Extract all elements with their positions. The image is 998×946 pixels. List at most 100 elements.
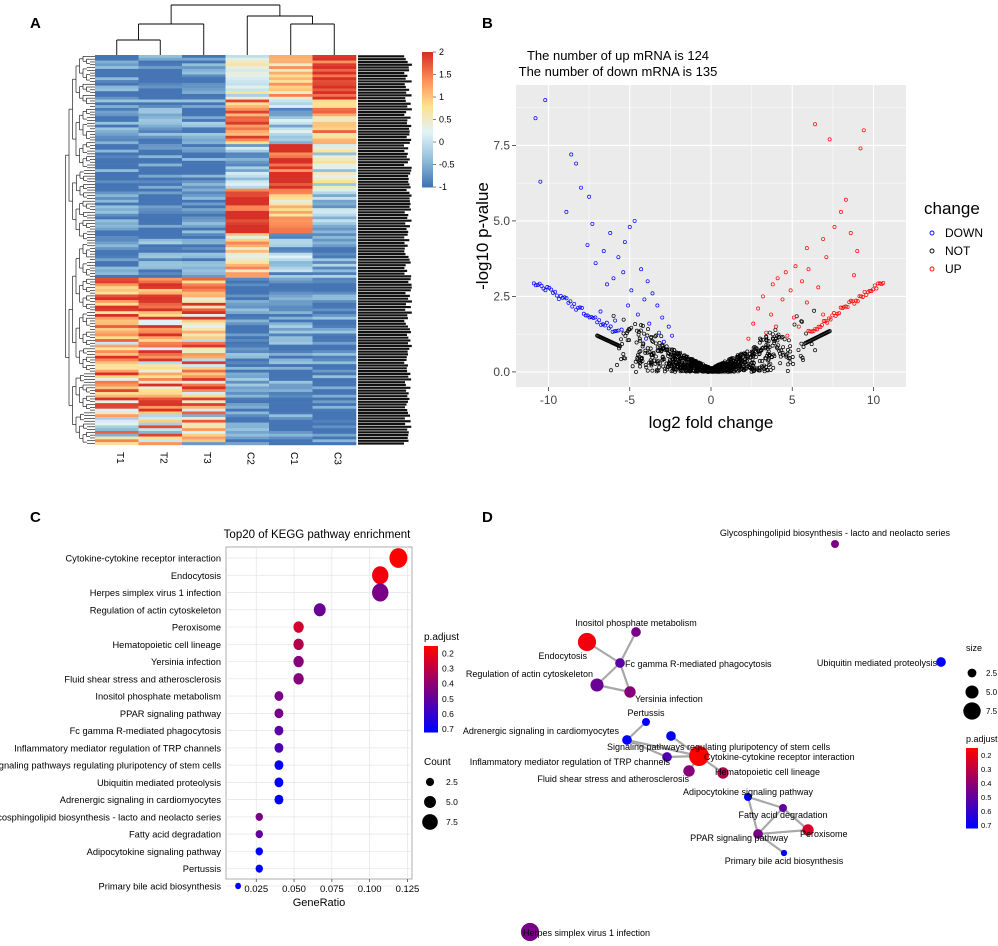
volcano-point-up [769, 312, 774, 317]
pathway-dot [274, 725, 284, 736]
volcano-point-down [533, 283, 538, 288]
heatmap-cell [269, 325, 313, 329]
color-scale-segment [422, 153, 433, 156]
heatmap-cell [95, 275, 139, 279]
heatmap-cell [269, 439, 313, 443]
heatmap-cell [225, 397, 270, 401]
color-scale-segment [422, 83, 433, 87]
heatmap-cell [312, 199, 357, 203]
volcano-point-not [615, 363, 619, 367]
volcano-point-not [732, 363, 737, 368]
heatmap-column-label-T1: T1 [114, 452, 125, 464]
volcano-point-not [796, 348, 801, 352]
network-node-label: Peroxisome [800, 829, 848, 839]
volcano-point-not [750, 352, 755, 357]
volcano-point-down [556, 296, 561, 301]
pathway-dot [389, 548, 408, 568]
color-scale-segment [422, 101, 433, 105]
heatmap-cell [182, 213, 226, 217]
heatmap-cell [225, 233, 270, 237]
heatmap-cell [138, 177, 183, 181]
heatmap-cell [269, 96, 313, 100]
volcano-point-not [751, 360, 756, 365]
heatmap-cell [138, 171, 183, 176]
heatmap-cell [95, 408, 139, 412]
heatmap-cell [138, 419, 183, 423]
heatmap-cell [138, 99, 183, 103]
heatmap-cell [225, 91, 270, 95]
heatmap-cell [95, 202, 139, 206]
network-colorbar-label: 0.2 [981, 751, 991, 760]
heatmap-cell [225, 275, 270, 279]
heatmap-cell [95, 88, 139, 92]
heatmap-cell [312, 336, 357, 340]
heatmap-cell [269, 152, 313, 156]
network-node-label: Endocytosis [538, 651, 587, 661]
pathway-dot [293, 673, 304, 685]
heatmap-cell [269, 163, 313, 167]
heatmap-cell [225, 96, 270, 100]
heatmap-cell [138, 339, 183, 343]
heatmap-cell [269, 269, 313, 273]
heatmap-cell [95, 213, 139, 217]
volcano-point-not [728, 369, 733, 374]
heatmap-cell [269, 241, 313, 245]
network-node [936, 657, 946, 667]
heatmap-cell [269, 238, 313, 242]
heatmap-cell [225, 411, 270, 415]
heatmap-cell [138, 255, 183, 259]
heatmap-cell [95, 297, 139, 301]
dotplot-x-tick-label: 0.075 [320, 884, 344, 895]
heatmap-cell [312, 391, 357, 396]
legend-key-up [929, 266, 935, 272]
volcano-point-not [749, 369, 754, 374]
heatmap-cell [138, 127, 183, 131]
network-colorbar-segment [966, 792, 978, 795]
color-scale-segment [422, 99, 433, 102]
network-colorbar-segment [966, 794, 978, 797]
heatmap-cell [312, 378, 357, 382]
heatmap-cell [138, 403, 183, 407]
volcano-point-not [677, 351, 682, 356]
volcano-point-up [813, 326, 818, 331]
heatmap-cell [312, 314, 357, 318]
dotplot-x-label: GeneRatio [293, 897, 346, 909]
heatmap-cell [225, 400, 270, 404]
color-scale-segment [422, 79, 433, 82]
heatmap-cell [95, 74, 139, 78]
heatmap-cell [138, 275, 183, 279]
panel-label-c: C [30, 509, 41, 526]
heatmap-cell [312, 308, 357, 312]
volcano-legend-title: change [924, 199, 980, 218]
heatmap-cell [138, 261, 183, 265]
heatmap-cell [182, 121, 226, 125]
volcano-point-down [601, 322, 605, 327]
volcano-point-not [767, 345, 772, 350]
heatmap-cell [269, 302, 313, 306]
network-colorbar-segment [966, 802, 978, 805]
network-colorbar-segment [966, 750, 978, 753]
network-colorbar-segment [966, 748, 978, 751]
heatmap-cell [269, 372, 313, 376]
volcano-point-not [663, 366, 668, 371]
volcano-point-down [644, 336, 648, 341]
heatmap-cell [182, 216, 226, 220]
heatmap-cell [312, 146, 357, 150]
heatmap-cell [225, 352, 270, 357]
volcano-point-not [799, 341, 804, 346]
heatmap-cell [182, 400, 226, 404]
heatmap-cell [312, 210, 357, 215]
heatmap-cell [312, 202, 357, 206]
heatmap-cell [225, 261, 270, 265]
heatmap-cell [182, 82, 226, 86]
heatmap-cell [138, 227, 183, 231]
heatmap-cell [312, 144, 357, 148]
heatmap-cell [312, 319, 357, 323]
heatmap-cell [312, 333, 357, 337]
volcano-title-line-2: The number of down mRNA is 135 [519, 64, 718, 79]
heatmap-cell [269, 85, 313, 89]
heatmap-cell [225, 135, 270, 139]
heatmap-cell [312, 294, 357, 298]
heatmap-cell [95, 191, 139, 195]
